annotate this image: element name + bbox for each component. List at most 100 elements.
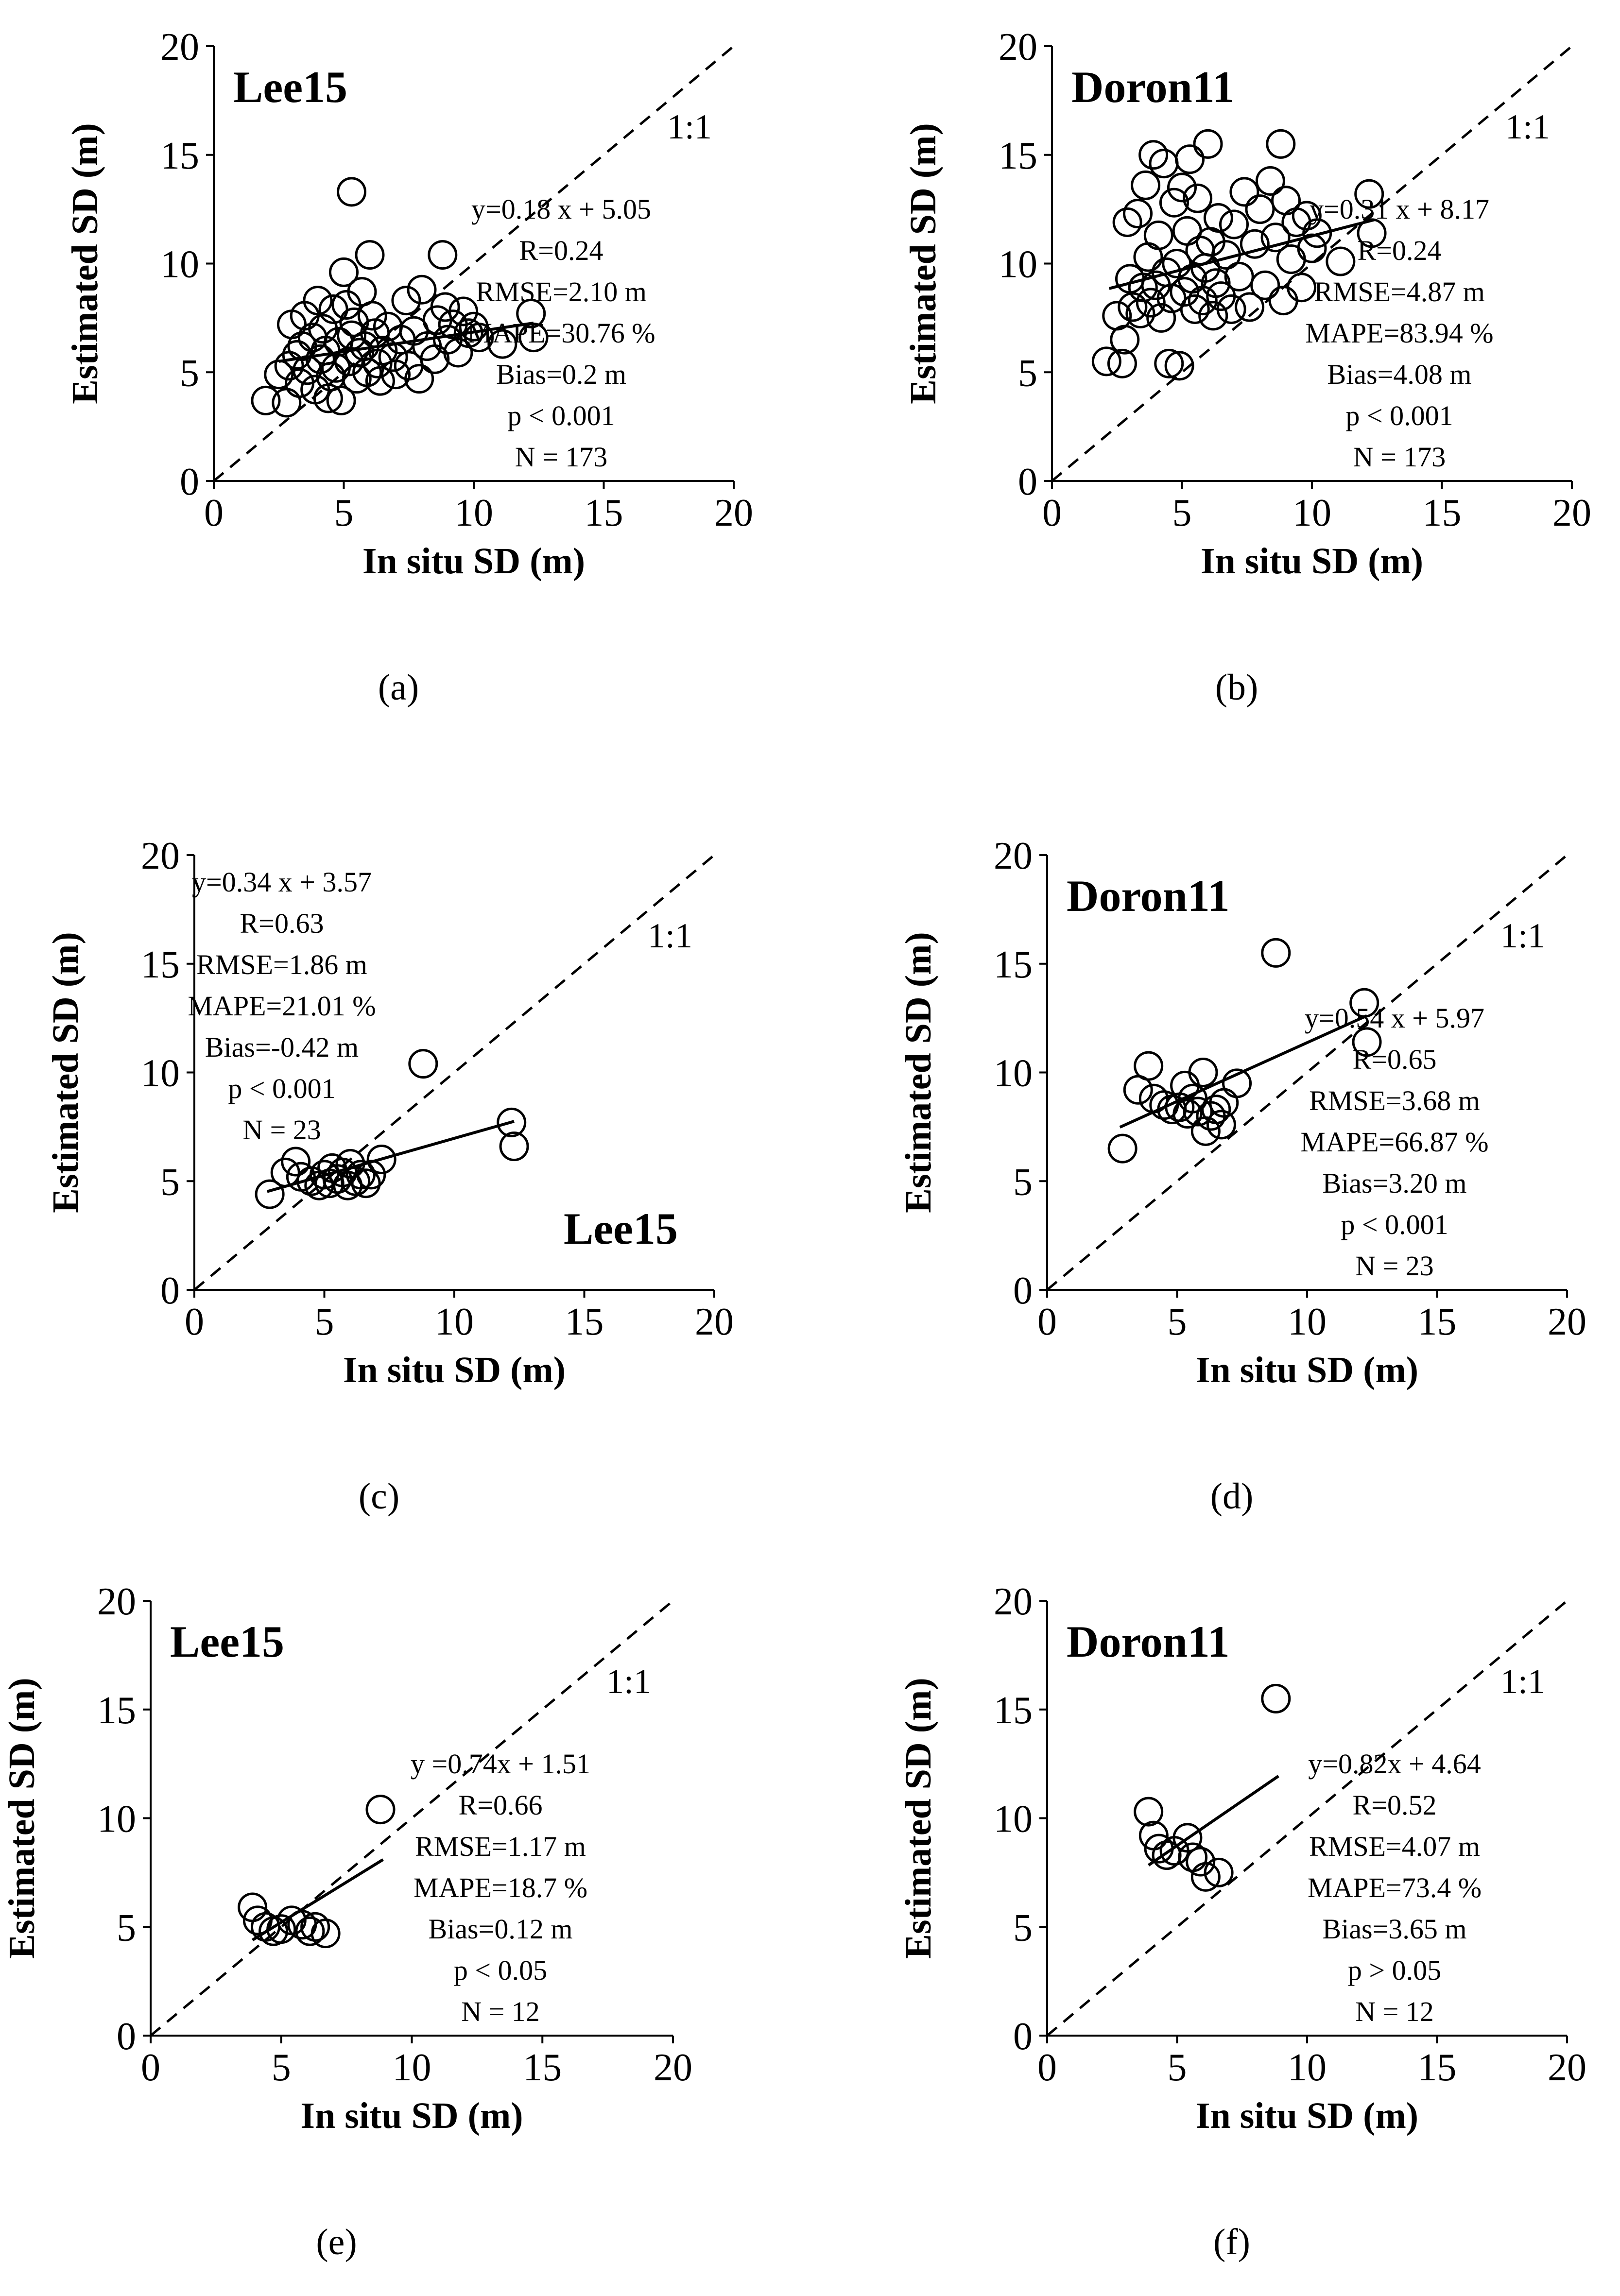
x-tick-label: 5: [1168, 2046, 1187, 2089]
scatter-panel: 00 5 5 10 10 15 15 20 20 In situ SD (m) Estimated …: [898, 835, 1586, 1517]
data-point: [1134, 1797, 1164, 1827]
data-point: [365, 366, 395, 396]
y-tick-label: 15: [999, 135, 1037, 177]
y-tick-label: 0: [160, 1269, 180, 1312]
y-tick-label: 5: [1013, 1161, 1033, 1203]
y-tick-label: 0: [180, 461, 199, 503]
y-axis-label: Estimated SD (m): [898, 932, 939, 1213]
stats-line: p < 0.05: [454, 1954, 547, 1986]
y-tick-label: 20: [999, 26, 1037, 69]
data-point: [366, 1145, 396, 1174]
x-tick-label: 10: [454, 492, 493, 534]
data-point: [1222, 1068, 1252, 1098]
data-point: [310, 1919, 341, 1949]
scatter-panel: 00 5 5 10 10 15 15 20 20 In situ SD (m) Estimated …: [45, 835, 734, 1517]
data-point: [1159, 188, 1189, 218]
data-point: [408, 1049, 438, 1079]
stats-line: RMSE=2.10 m: [476, 276, 647, 308]
data-point: [1107, 1133, 1137, 1164]
data-point: [443, 338, 473, 368]
stats-line: MAPE=73.4 %: [1308, 1872, 1482, 1903]
data-point: [404, 364, 434, 394]
y-tick-label: 10: [160, 243, 199, 286]
stats-line: R=0.65: [1353, 1044, 1437, 1075]
data-point: [1193, 129, 1223, 159]
y-axis-label: Estimated SD (m): [45, 932, 86, 1213]
x-axis-label: In situ SD (m): [362, 541, 585, 582]
one-to-one-line: [193, 854, 715, 1291]
y-tick-label: 15: [994, 1689, 1033, 1732]
data-point: [1292, 201, 1322, 231]
data-point: [428, 240, 458, 270]
data-point: [351, 1168, 381, 1199]
stats-line: p < 0.001: [507, 400, 615, 431]
y-tick-label: 0: [1018, 461, 1037, 503]
data-point: [1172, 1099, 1203, 1129]
panel-label: (e): [316, 2222, 357, 2262]
data-point: [1188, 1058, 1218, 1087]
data-point: [337, 177, 367, 207]
one-to-one-label: 1:1: [1505, 107, 1550, 146]
stats-line: RMSE=4.07 m: [1309, 1831, 1480, 1862]
regression-line: [252, 1858, 384, 1941]
y-tick-label: 10: [994, 1052, 1033, 1095]
x-axis-label: In situ SD (m): [343, 1350, 566, 1390]
stats-line: MAPE=83.94 %: [1305, 317, 1493, 349]
data-point: [326, 385, 356, 415]
data-point: [1206, 1110, 1236, 1140]
stats-line: p < 0.001: [1345, 400, 1453, 431]
y-tick-label: 10: [994, 1798, 1033, 1841]
stats-line: Bias=3.65 m: [1323, 1913, 1467, 1945]
y-tick-label: 10: [97, 1798, 136, 1841]
data-point: [1198, 301, 1228, 331]
model-label: Lee15: [170, 1617, 284, 1666]
data-point: [1250, 270, 1280, 300]
data-point: [1162, 249, 1192, 278]
regression-line: [1108, 218, 1375, 290]
y-axis-label: Estimated SD (m): [903, 123, 944, 404]
x-tick-label: 15: [1423, 492, 1462, 534]
x-axis-label: In situ SD (m): [300, 2095, 523, 2136]
data-point: [365, 1795, 396, 1825]
x-tick-label: 20: [714, 492, 753, 534]
data-point: [1186, 1847, 1216, 1877]
y-axis-label: Estimated SD (m): [65, 123, 105, 404]
x-tick-label: 10: [1293, 492, 1331, 534]
data-point: [1204, 1857, 1234, 1887]
y-axis-label: Estimated SD (m): [898, 1678, 939, 1958]
regression-line: [1147, 1775, 1279, 1867]
x-tick-label: 15: [565, 1301, 604, 1343]
data-point: [1118, 292, 1148, 322]
stats-line: R=0.52: [1353, 1789, 1437, 1821]
data-point: [1235, 292, 1265, 322]
x-tick-label: 15: [1418, 1301, 1457, 1343]
x-tick-label: 5: [315, 1301, 334, 1343]
data-point: [1146, 303, 1176, 333]
x-tick-label: 20: [654, 2046, 692, 2089]
data-point: [1131, 170, 1161, 200]
regression-line: [1119, 1014, 1368, 1129]
data-point: [1201, 1095, 1231, 1125]
data-point: [1266, 129, 1296, 159]
data-point: [345, 1160, 376, 1190]
data-point: [1172, 1823, 1203, 1853]
data-point: [251, 385, 281, 415]
data-point: [1255, 166, 1285, 196]
stats-line: y =0.74x + 1.51: [411, 1748, 590, 1780]
stats-line: N = 12: [461, 1996, 540, 2027]
data-point: [430, 292, 460, 322]
data-point: [1180, 294, 1210, 324]
data-point: [1287, 273, 1317, 303]
data-point: [281, 1147, 311, 1177]
x-tick-label: 0: [1037, 1301, 1057, 1343]
x-tick-label: 20: [1548, 2046, 1586, 2089]
data-point: [1183, 183, 1213, 213]
x-tick-label: 20: [1548, 1301, 1586, 1343]
data-point: [1110, 325, 1140, 355]
data-point: [1190, 1862, 1221, 1892]
x-tick-label: 10: [393, 2046, 431, 2089]
scatter-panel: 00 5 5 10 10 15 15 20 20 In situ SD (m) Estimated …: [903, 26, 1591, 708]
data-point: [255, 1179, 285, 1209]
data-point: [1112, 207, 1142, 237]
x-tick-label: 15: [585, 492, 623, 534]
